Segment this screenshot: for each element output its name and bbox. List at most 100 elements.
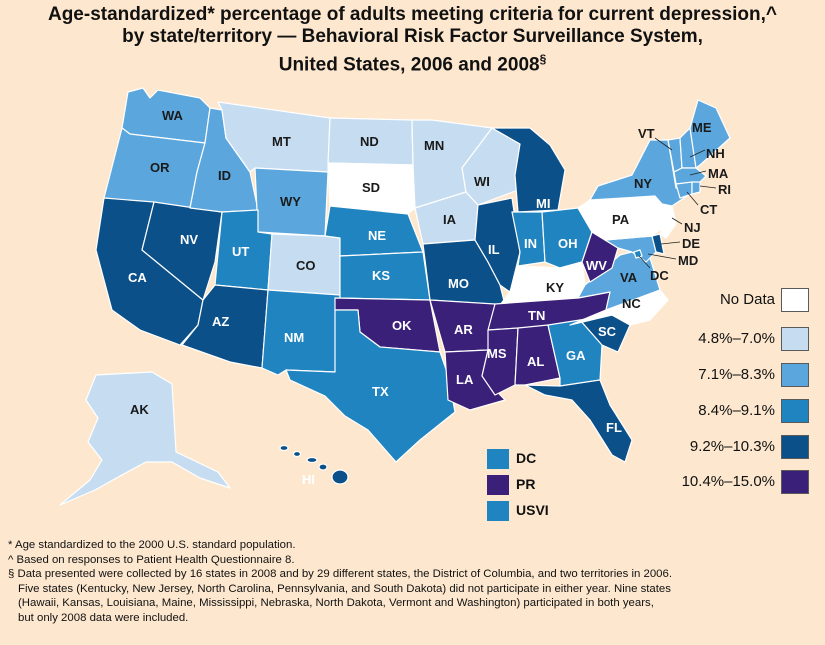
territory-usvi-label: USVI <box>516 502 549 518</box>
label-MS: MS <box>487 346 507 361</box>
state-NJ[interactable] <box>659 203 677 239</box>
legend-label: 7.1%–8.3% <box>698 366 775 383</box>
label-SD: SD <box>362 180 380 195</box>
title-line-3: United States, 2006 and 2008§ <box>278 52 547 76</box>
label-GA: GA <box>566 348 586 363</box>
label-IA: IA <box>443 212 457 227</box>
legend-swatch <box>781 470 809 494</box>
legend-item-2: 7.1%–8.3% <box>653 363 823 389</box>
state-labels: WA OR CA NV ID MT WY UT AZ CO NM ND SD N… <box>128 108 731 487</box>
label-MA: MA <box>708 166 729 181</box>
legend-label: 8.4%–9.1% <box>698 402 775 419</box>
label-WY: WY <box>280 194 301 209</box>
state-FL[interactable] <box>524 379 633 463</box>
label-MO: MO <box>448 276 469 291</box>
label-AR: AR <box>454 322 473 337</box>
territory-usvi-swatch <box>487 501 509 521</box>
label-NV: NV <box>180 232 198 247</box>
state-AK[interactable] <box>59 371 231 506</box>
label-DC: DC <box>650 268 669 283</box>
state-SD[interactable] <box>327 162 416 215</box>
footnote-1: * Age standardized to the 2000 U.S. stan… <box>8 539 296 551</box>
state-AL[interactable] <box>514 324 561 386</box>
label-VA: VA <box>620 270 638 285</box>
label-KY: KY <box>546 280 564 295</box>
state-DC[interactable] <box>633 249 643 259</box>
label-SC: SC <box>598 324 617 339</box>
label-MD: MD <box>678 253 698 268</box>
label-AL: AL <box>527 354 544 369</box>
territory-dc-label: DC <box>516 450 537 466</box>
footnotes: * Age standardized to the 2000 U.S. stan… <box>8 538 820 626</box>
label-TX: TX <box>372 384 389 399</box>
legend-swatch <box>781 327 809 351</box>
legend-label: 10.4%–15.0% <box>681 473 775 490</box>
label-MT: MT <box>272 134 291 149</box>
footnote-3-cont-2: (Hawaii, Kansas, Louisiana, Maine, Missi… <box>18 597 654 610</box>
territory-pr-label: PR <box>516 476 536 492</box>
label-OH: OH <box>558 236 578 251</box>
state-ID[interactable] <box>189 107 259 213</box>
label-MN: MN <box>424 138 444 153</box>
label-ID: ID <box>218 168 231 183</box>
label-CA: CA <box>128 270 147 285</box>
label-UT: UT <box>232 244 249 259</box>
label-TN: TN <box>528 308 545 323</box>
state-VA[interactable] <box>577 249 661 311</box>
legend-item-1: 4.8%–7.0% <box>653 327 823 353</box>
footnote-3: § Data presented were collected by 16 st… <box>8 568 672 581</box>
label-NY: NY <box>634 176 652 191</box>
footnote-2: ^ Based on responses to Patient Health Q… <box>8 553 295 566</box>
legend-label: No Data <box>719 291 775 308</box>
label-KS: KS <box>372 268 390 283</box>
state-RI[interactable] <box>691 181 701 195</box>
legend-swatch <box>781 399 809 423</box>
label-CO: CO <box>296 258 316 273</box>
us-choropleth-map: WA OR CA NV ID MT WY UT AZ CO NM ND SD N… <box>59 87 731 506</box>
label-HI: HI <box>302 472 315 487</box>
label-NE: NE <box>368 228 386 243</box>
map-title: Age-standardized* percentage of adults m… <box>0 4 825 76</box>
label-ME: ME <box>692 120 712 135</box>
legend-label: 9.2%–10.3% <box>689 438 775 455</box>
legend-item-4: 9.2%–10.3% <box>653 435 823 461</box>
state-TX[interactable] <box>285 309 456 463</box>
state-HI[interactable] <box>279 444 349 485</box>
title-line-2: by state/territory — Behavioral Risk Fac… <box>122 26 703 47</box>
leader-lines <box>638 137 717 269</box>
footnote-3-cont-1: Five states (Kentucky, New Jersey, North… <box>18 582 671 595</box>
label-CT: CT <box>700 202 717 217</box>
label-LA: LA <box>456 372 474 387</box>
state-NY[interactable] <box>589 139 691 207</box>
label-NH: NH <box>706 146 725 161</box>
legend-label: 4.8%–7.0% <box>698 330 775 347</box>
state-MA[interactable] <box>673 167 707 185</box>
legend-item-no-data: No Data <box>653 288 823 314</box>
label-AK: AK <box>130 402 149 417</box>
label-WA: WA <box>162 108 184 123</box>
label-OR: OR <box>150 160 170 175</box>
state-IN[interactable] <box>511 211 546 267</box>
state-IL[interactable] <box>474 197 521 293</box>
label-WV: WV <box>586 258 607 273</box>
title-line-1: Age-standardized* percentage of adults m… <box>47 4 778 25</box>
legend-swatch <box>781 435 809 459</box>
legend-swatch <box>781 288 809 312</box>
label-NJ: NJ <box>684 220 701 235</box>
label-ND: ND <box>360 134 379 149</box>
label-NC: NC <box>622 296 641 311</box>
label-DE: DE <box>682 236 700 251</box>
territory-pr-swatch <box>487 475 509 495</box>
label-VT: VT <box>638 126 655 141</box>
label-AZ: AZ <box>212 314 229 329</box>
state-DE[interactable] <box>651 233 665 255</box>
label-RI: RI <box>718 182 731 197</box>
label-FL: FL <box>606 420 622 435</box>
label-IN: IN <box>524 236 537 251</box>
state-MS[interactable] <box>481 327 519 396</box>
label-WI: WI <box>474 174 490 189</box>
label-IL: IL <box>488 242 500 257</box>
footnote-3-cont-3: but only 2008 data were included. <box>18 611 189 624</box>
territory-dc-swatch <box>487 449 509 469</box>
label-PA: PA <box>612 212 630 227</box>
